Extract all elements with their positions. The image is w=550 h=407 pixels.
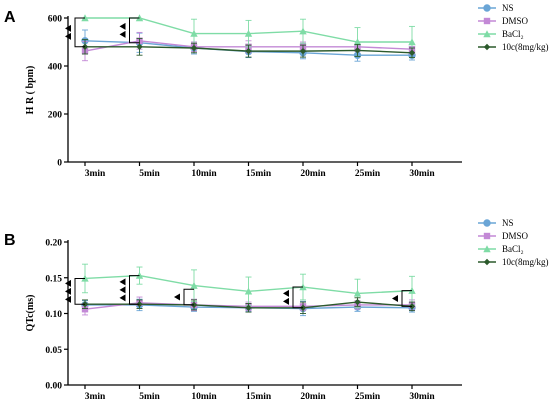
significance-bracket	[283, 286, 303, 309]
panel-letter: A	[4, 9, 16, 26]
x-tick-label: 20min	[300, 169, 326, 179]
x-tick-label: 5min	[139, 392, 160, 402]
series-2	[81, 263, 416, 309]
data-point	[190, 44, 198, 52]
significance-arrow	[65, 287, 71, 295]
x-tick-label: 15min	[246, 392, 272, 402]
significance-arrow	[119, 294, 126, 302]
bracket-line	[74, 277, 85, 305]
significance-bracket	[65, 277, 85, 305]
legend-marker	[483, 43, 491, 51]
bracket-line	[292, 286, 303, 309]
y-tick-label: 400	[48, 63, 63, 73]
data-point	[244, 287, 253, 295]
legend-label: BaCl₂	[502, 29, 524, 39]
significance-arrow	[283, 297, 289, 305]
significance-arrow	[65, 279, 71, 287]
legend-marker	[483, 232, 491, 240]
legend-label: 10c(8mg/kg)	[502, 257, 549, 267]
significance-arrow	[119, 22, 126, 30]
y-tick-label: 200	[48, 111, 63, 121]
data-point	[190, 29, 198, 37]
bracket-line	[129, 17, 140, 44]
y-tick-label: 0.15	[45, 274, 62, 284]
data-point	[136, 43, 143, 50]
significance-arrow	[119, 278, 126, 286]
significance-arrow	[392, 294, 398, 302]
significance-bracket	[119, 17, 140, 44]
y-tick-label: 0.20	[45, 239, 62, 249]
x-tick-label: 10min	[191, 169, 217, 179]
legend-label: NS	[502, 218, 514, 228]
legend-label: 10c(8mg/kg)	[502, 42, 549, 52]
data-point	[190, 281, 198, 289]
significance-arrow	[65, 24, 71, 32]
bracket-line	[183, 288, 194, 306]
data-point	[353, 38, 362, 46]
significance-arrow	[119, 30, 126, 38]
y-axis-title: QTc(ms)	[25, 295, 36, 332]
x-tick-label: 3min	[85, 392, 106, 402]
data-point	[353, 289, 362, 297]
significance-bracket	[119, 275, 140, 305]
bracket-line	[401, 290, 412, 307]
legend-label: DMSO	[502, 16, 529, 26]
significance-arrow	[65, 32, 71, 40]
y-tick-label: 0	[57, 159, 62, 169]
legend: NS DMSO BaCl₂ 10c(8mg/kg)	[478, 218, 549, 267]
y-tick-label: 0.05	[45, 346, 62, 356]
data-point	[81, 306, 89, 313]
significance-arrow	[65, 295, 71, 303]
data-point	[354, 47, 361, 54]
data-point	[408, 38, 416, 46]
data-point	[244, 29, 253, 37]
legend-marker	[483, 17, 491, 25]
legend-label: BaCl₂	[502, 244, 524, 254]
significance-bracket	[392, 290, 412, 307]
chart-panel-B: B 0.00 0.05 0.10 0.15 0.20 QTc(ms) 3min 5min 10mi…	[4, 218, 549, 402]
x-tick-label: 25min	[355, 169, 381, 179]
legend-marker	[483, 30, 491, 38]
x-tick-label: 30min	[409, 169, 435, 179]
legend-marker	[483, 245, 491, 253]
chart-panel-A: A 0 200 400 600 H R ( bpm) 3min 5min 10min 15min 2…	[4, 3, 549, 179]
significance-arrow	[283, 289, 289, 297]
data-point	[245, 304, 252, 311]
significance-arrow	[119, 286, 126, 294]
legend-marker	[483, 219, 491, 227]
data-point	[408, 49, 416, 56]
data-point	[299, 27, 307, 35]
y-tick-label: 0.10	[45, 310, 62, 320]
significance-bracket	[174, 288, 194, 306]
bracket-line	[129, 275, 140, 305]
legend-label: NS	[502, 3, 514, 13]
x-tick-label: 5min	[139, 169, 160, 179]
data-point	[245, 47, 252, 55]
y-tick-label: 0.00	[45, 382, 62, 392]
bracket-line	[74, 17, 85, 48]
significance-arrow	[174, 293, 180, 301]
legend-marker	[483, 258, 491, 266]
legend-marker	[483, 4, 491, 12]
y-axis-title: H R ( bpm)	[25, 66, 36, 115]
data-point	[299, 47, 307, 55]
x-tick-label: 20min	[300, 392, 326, 402]
y-tick-label: 600	[48, 15, 63, 25]
legend: NS DMSO BaCl₂ 10c(8mg/kg)	[478, 3, 549, 52]
legend-label: DMSO	[502, 231, 529, 241]
data-point	[354, 298, 361, 306]
significance-bracket	[65, 17, 85, 48]
panel-letter: B	[4, 232, 16, 249]
series-3	[81, 37, 416, 59]
x-tick-label: 15min	[246, 169, 272, 179]
x-tick-label: 10min	[191, 392, 217, 402]
x-tick-label: 30min	[409, 392, 435, 402]
x-tick-label: 3min	[85, 169, 106, 179]
x-tick-label: 25min	[355, 392, 381, 402]
